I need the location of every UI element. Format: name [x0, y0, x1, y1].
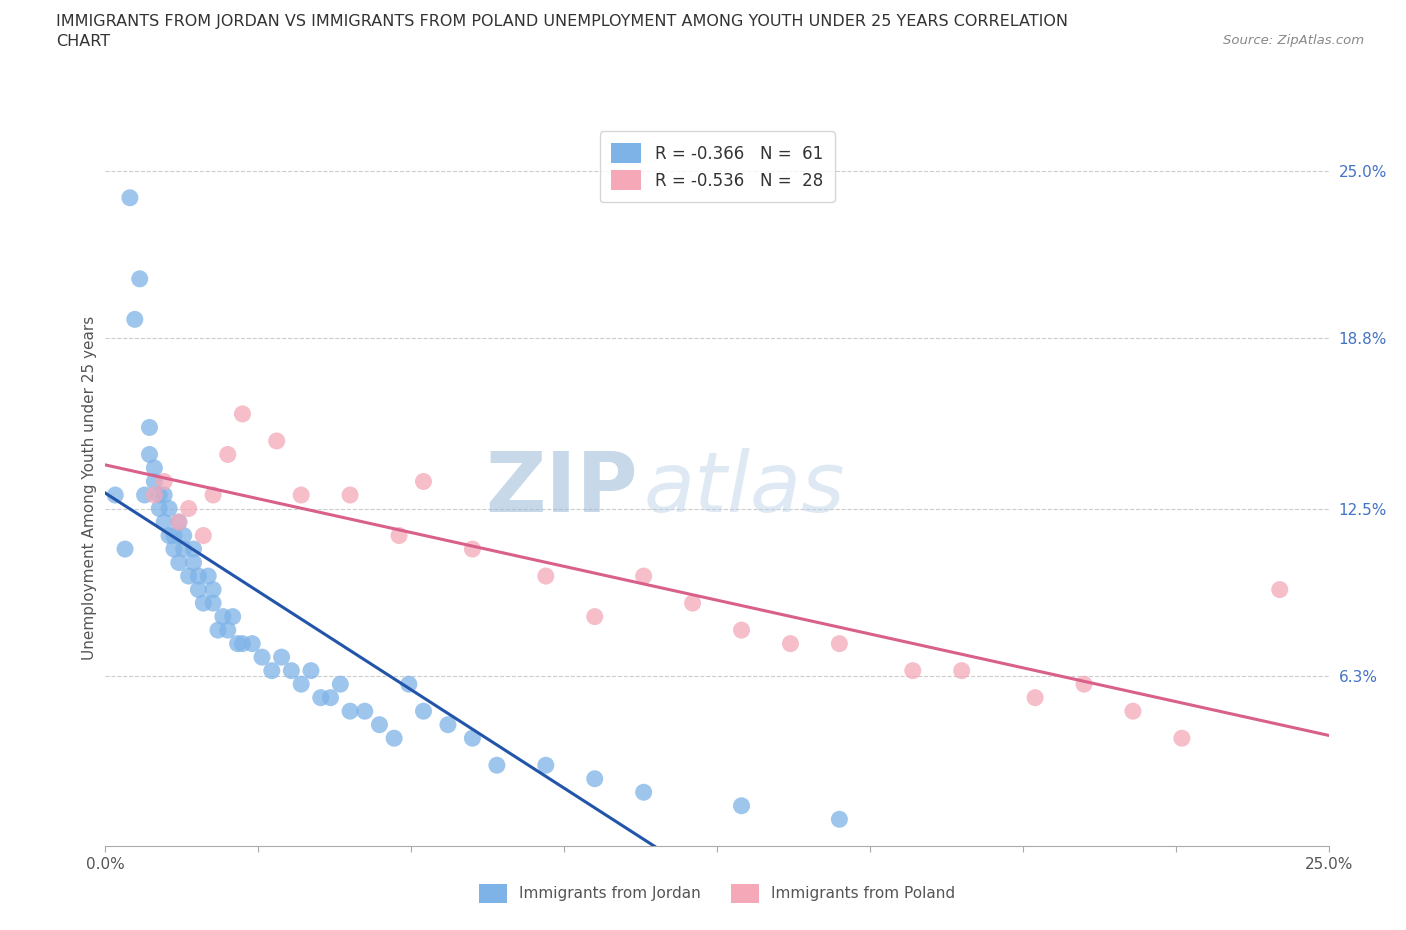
Point [412, 704, 434, 719]
Point [148, 501, 170, 516]
Point [461, 731, 484, 746]
Point [461, 541, 484, 556]
Point [1024, 690, 1046, 705]
Point [534, 758, 557, 773]
Point [329, 677, 352, 692]
Point [319, 690, 342, 705]
Point [1122, 704, 1144, 719]
Point [148, 487, 170, 502]
Point [290, 677, 312, 692]
Point [197, 568, 219, 583]
Point [167, 514, 190, 529]
Point [118, 191, 141, 206]
Point [388, 528, 411, 543]
Point [250, 650, 273, 665]
Point [153, 487, 176, 502]
Point [1268, 582, 1291, 597]
Point [134, 487, 156, 502]
Point [901, 663, 924, 678]
Point [682, 595, 704, 610]
Text: Source: ZipAtlas.com: Source: ZipAtlas.com [1223, 34, 1364, 47]
Point [339, 704, 361, 719]
Point [183, 541, 205, 556]
Text: CHART: CHART [56, 34, 110, 49]
Point [217, 447, 239, 462]
Legend: Immigrants from Jordan, Immigrants from Poland: Immigrants from Jordan, Immigrants from … [471, 876, 963, 910]
Point [231, 636, 253, 651]
Point [153, 514, 176, 529]
Point [309, 690, 332, 705]
Point [193, 528, 215, 543]
Point [280, 663, 302, 678]
Text: atlas: atlas [644, 447, 845, 529]
Point [207, 623, 229, 638]
Point [221, 609, 243, 624]
Point [353, 704, 375, 719]
Point [299, 663, 322, 678]
Point [260, 663, 283, 678]
Point [412, 474, 434, 489]
Point [128, 272, 150, 286]
Point [485, 758, 508, 773]
Point [534, 568, 557, 583]
Point [187, 568, 209, 583]
Text: IMMIGRANTS FROM JORDAN VS IMMIGRANTS FROM POLAND UNEMPLOYMENT AMONG YOUTH UNDER : IMMIGRANTS FROM JORDAN VS IMMIGRANTS FRO… [56, 14, 1069, 29]
Point [583, 609, 606, 624]
Point [270, 650, 292, 665]
Point [173, 541, 195, 556]
Point [828, 812, 851, 827]
Point [202, 487, 225, 502]
Point [437, 717, 460, 732]
Point [950, 663, 973, 678]
Point [398, 677, 420, 692]
Point [187, 582, 209, 597]
Point [212, 609, 235, 624]
Point [173, 528, 195, 543]
Point [153, 474, 176, 489]
Y-axis label: Unemployment Among Youth under 25 years: Unemployment Among Youth under 25 years [82, 316, 97, 660]
Point [633, 568, 655, 583]
Point [633, 785, 655, 800]
Point [240, 636, 263, 651]
Point [143, 474, 166, 489]
Point [290, 487, 312, 502]
Point [167, 514, 190, 529]
Point [730, 623, 752, 638]
Point [193, 595, 215, 610]
Point [143, 460, 166, 475]
Point [583, 771, 606, 786]
Point [177, 501, 200, 516]
Point [138, 447, 160, 462]
Point [202, 595, 225, 610]
Point [217, 623, 239, 638]
Point [730, 798, 752, 813]
Point [177, 568, 200, 583]
Point [339, 487, 361, 502]
Text: ZIP: ZIP [485, 447, 637, 529]
Point [828, 636, 851, 651]
Point [157, 501, 180, 516]
Point [1073, 677, 1095, 692]
Point [266, 433, 288, 448]
Point [143, 487, 166, 502]
Point [114, 541, 136, 556]
Point [163, 528, 186, 543]
Point [1171, 731, 1194, 746]
Point [138, 420, 160, 435]
Point [779, 636, 801, 651]
Point [202, 582, 225, 597]
Point [157, 528, 180, 543]
Point [163, 541, 186, 556]
Point [183, 555, 205, 570]
Point [368, 717, 391, 732]
Point [226, 636, 249, 651]
Point [167, 555, 190, 570]
Point [124, 312, 146, 326]
Point [231, 406, 253, 421]
Point [104, 487, 127, 502]
Point [382, 731, 405, 746]
